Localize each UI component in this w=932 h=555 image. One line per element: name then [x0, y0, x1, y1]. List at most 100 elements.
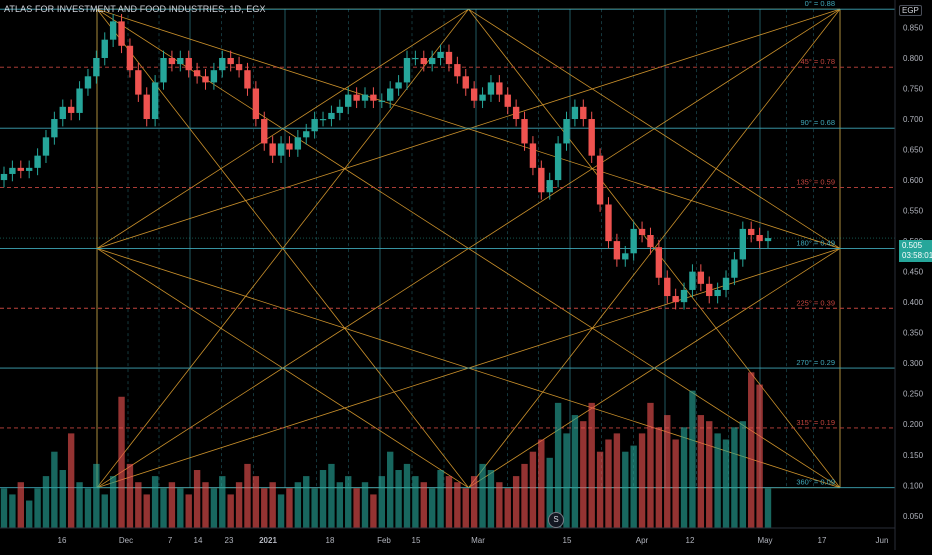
currency-badge[interactable]: EGP	[899, 5, 922, 16]
candle-body	[764, 238, 772, 242]
volume-bar	[311, 488, 318, 528]
candle-body	[445, 51, 453, 65]
x-tick-label: 18	[326, 536, 335, 545]
y-tick-label: 0.850	[903, 23, 924, 32]
candle-body	[84, 76, 92, 89]
fib-level-label: 135° = 0.59	[796, 177, 835, 186]
y-tick-label: 0.400	[903, 298, 924, 307]
candle-body	[596, 155, 604, 205]
fib-level-label: 90° = 0.68	[801, 118, 836, 127]
volume-bar	[101, 494, 108, 528]
candle-body	[34, 155, 41, 168]
volume-bar	[521, 463, 528, 528]
y-tick-label: 0.550	[903, 207, 924, 216]
candle-body	[101, 39, 108, 58]
volume-bar	[613, 433, 621, 528]
volume-bar	[118, 396, 125, 528]
volume-bar	[647, 402, 654, 528]
candle-body	[739, 228, 747, 260]
volume-bar	[9, 494, 16, 528]
volume-bar	[437, 470, 444, 528]
volume-bar	[512, 476, 520, 528]
candle-body	[135, 70, 142, 95]
volume-bar	[487, 470, 495, 528]
y-tick-label: 0.200	[903, 420, 924, 429]
x-tick-label: 12	[686, 536, 695, 545]
volume-bar	[496, 482, 503, 528]
volume-bar	[731, 427, 738, 528]
volume-bar	[143, 494, 150, 528]
event-marker[interactable]: S	[548, 512, 564, 528]
volume-bar	[655, 427, 663, 528]
volume-bar	[697, 415, 705, 528]
candle-body	[605, 204, 612, 242]
volume-bar	[605, 439, 612, 528]
y-tick-label: 0.800	[903, 54, 924, 63]
candle-body	[202, 76, 209, 83]
y-tick-label: 0.750	[903, 85, 924, 94]
volume-bar	[588, 402, 595, 528]
volume-bar	[51, 451, 58, 528]
x-tick-label: 17	[818, 536, 827, 545]
volume-bar	[93, 463, 100, 528]
gann-fan-line	[96, 8, 469, 249]
candle-body	[303, 131, 310, 138]
volume-bar	[580, 421, 587, 528]
candle-body	[521, 119, 528, 144]
candle-body	[680, 289, 688, 303]
gann-fan-line	[96, 8, 841, 249]
volume-bar	[286, 488, 293, 528]
volume-bar	[706, 421, 713, 528]
volume-bar	[252, 476, 260, 528]
volume-bar	[454, 482, 461, 528]
candle-body	[554, 143, 562, 181]
candle-body	[370, 94, 377, 101]
candle-body	[286, 143, 293, 150]
y-tick-label: 0.350	[903, 329, 924, 338]
x-tick-label: 15	[563, 536, 572, 545]
volume-bar	[168, 482, 176, 528]
candle-body	[454, 64, 461, 77]
volume-bar	[470, 476, 478, 528]
candle-body	[51, 119, 58, 138]
volume-bar	[546, 457, 553, 528]
fib-level-label: 180° = 0.49	[796, 238, 835, 247]
gann-fan-line	[468, 8, 841, 249]
volume-bar	[84, 488, 92, 528]
volume-bar	[504, 488, 511, 528]
volume-bar	[596, 451, 604, 528]
candle-body	[336, 106, 344, 113]
fib-level-label: 315° = 0.19	[796, 418, 835, 427]
candle-body	[126, 45, 134, 71]
x-tick-label: 2021	[259, 536, 277, 545]
candle-body	[353, 94, 360, 101]
volume-bar	[185, 494, 192, 528]
volume-bar	[303, 476, 310, 528]
candle-body	[294, 137, 302, 150]
volume-bar	[244, 463, 251, 528]
candle-body	[655, 247, 663, 278]
candle-body	[185, 57, 192, 71]
y-tick-label: 0.650	[903, 146, 924, 155]
x-tick-label: 14	[194, 536, 203, 545]
candle-body	[731, 259, 738, 278]
volume-bar	[722, 439, 730, 528]
volume-bars	[0, 372, 772, 528]
candle-body	[613, 241, 621, 260]
candle-body	[17, 167, 24, 171]
volume-bar	[370, 494, 377, 528]
candle-body	[470, 88, 478, 101]
candle-body	[25, 167, 33, 171]
candle-body	[143, 94, 150, 120]
volume-bar	[739, 421, 747, 528]
candle-body	[76, 88, 83, 113]
volume-bar	[328, 463, 335, 528]
candle-body	[261, 119, 268, 144]
x-tick-label: 23	[225, 536, 234, 545]
volume-bar	[387, 451, 394, 528]
candle-body	[588, 119, 595, 156]
y-tick-label: 0.150	[903, 451, 924, 460]
candle-body	[210, 70, 218, 83]
